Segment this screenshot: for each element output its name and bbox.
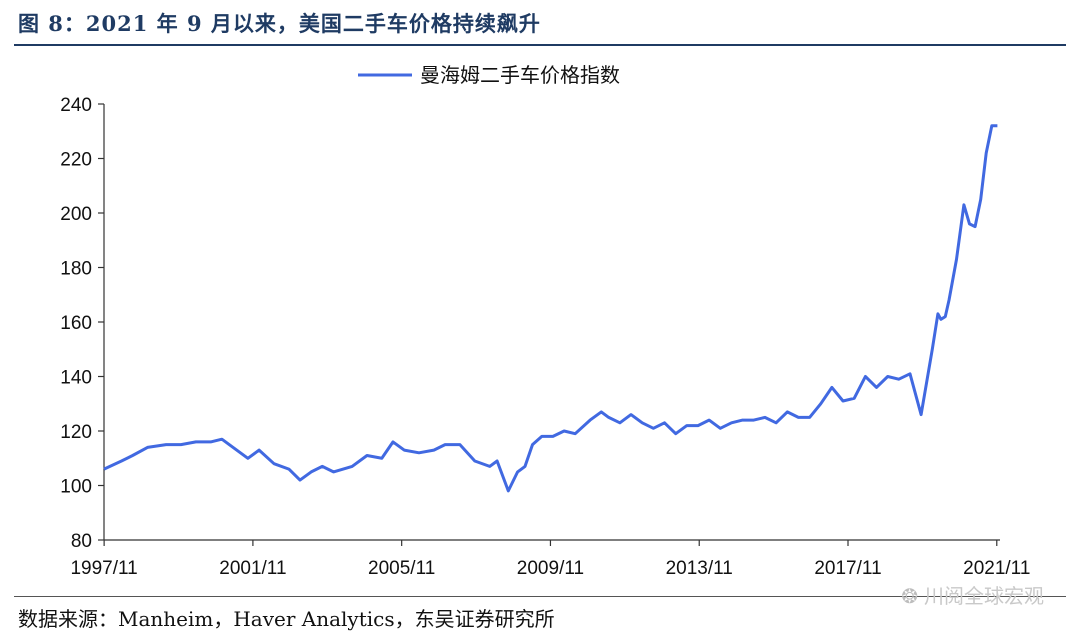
y-tick-label: 80: [71, 531, 92, 552]
x-tick-label: 2009/11: [517, 558, 584, 579]
source-rule: [14, 596, 1066, 597]
x-tick-label: 2013/11: [666, 558, 733, 579]
y-tick-label: 240: [60, 95, 92, 116]
y-tick-label: 180: [60, 259, 92, 280]
source-note: 数据来源：Manheim，Haver Analytics，东吴证券研究所: [18, 607, 555, 631]
y-tick-label: 140: [60, 368, 92, 389]
legend: 曼海姆二手车价格指数: [358, 63, 620, 87]
y-tick-label: 220: [60, 150, 92, 171]
line-chart: 80 100 120 140 160 180 200 220 240 1997/11 2001/1…: [60, 63, 1030, 579]
x-tick-label: 2005/11: [368, 558, 435, 579]
y-tick-label: 160: [60, 313, 92, 334]
x-tick-label: 2017/11: [814, 558, 881, 579]
x-tick-label: 2021/11: [963, 558, 1030, 579]
series-layer: [103, 124, 998, 493]
x-axis-ticks: 1997/11 2001/11 2005/11 2009/11 2013/11 2017/…: [70, 540, 1030, 579]
y-tick-label: 200: [60, 204, 92, 225]
y-tick-label: 100: [60, 477, 92, 498]
y-axis-ticks: 80 100 120 140 160 180 200 220 240: [60, 95, 104, 552]
x-tick-label: 1997/11: [70, 558, 137, 579]
title-rule: [14, 44, 1066, 46]
watermark-text: 川阅全球宏观: [924, 584, 1044, 608]
x-tick-label: 2001/11: [219, 558, 286, 579]
legend-label: 曼海姆二手车价格指数: [420, 63, 620, 87]
figure-title: 图 8：2021 年 9 月以来，美国二手车价格持续飙升: [18, 11, 541, 36]
series-line: [103, 124, 998, 493]
wechat-icon: ❂: [901, 584, 918, 608]
y-tick-label: 120: [60, 422, 92, 443]
watermark: ❂ 川阅全球宏观: [901, 580, 1044, 609]
